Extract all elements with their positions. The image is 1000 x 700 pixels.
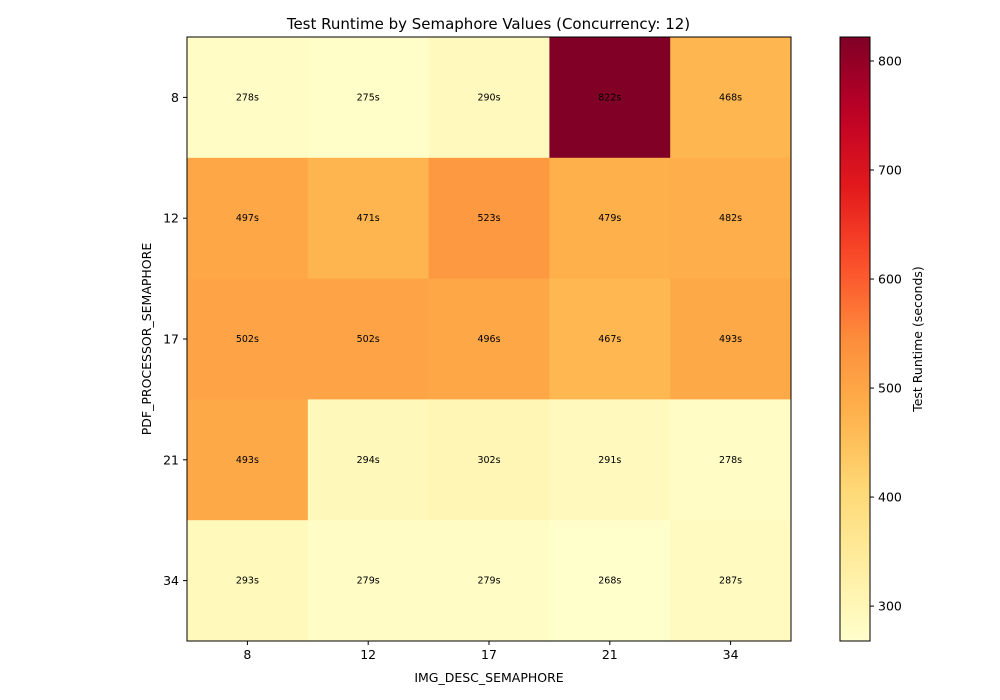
cell-value-label: 502s — [236, 334, 259, 345]
heatmap-cell — [549, 278, 671, 400]
heatmap-cells — [187, 37, 792, 642]
heatmap-cell — [428, 399, 550, 521]
y-tick-label: 34 — [163, 573, 179, 588]
cell-value-label: 293s — [236, 576, 259, 587]
x-tick-label: 34 — [723, 647, 739, 662]
cell-value-labels: 278s 275s 290s 822s 468s 497s 471s 523s 479s 482s… — [236, 92, 742, 586]
heatmap-cell — [187, 37, 309, 159]
cell-value-label: 523s — [477, 213, 500, 224]
x-axis-label: IMG_DESC_SEMAPHORE — [414, 670, 563, 685]
colorbar-tick-label: 300 — [878, 599, 902, 614]
heatmap-cell — [307, 520, 430, 642]
x-tick-label: 17 — [481, 647, 497, 662]
cell-value-label: 268s — [598, 576, 621, 587]
heatmap-cell — [670, 520, 792, 642]
cell-value-label: 471s — [357, 213, 380, 224]
colorbar-tick-label: 500 — [878, 381, 902, 396]
y-axis-ticks: 8 12 17 21 34 — [163, 90, 187, 588]
heatmap-cell — [307, 278, 430, 400]
colorbar-label: Test Runtime (seconds) — [910, 266, 925, 413]
cell-value-label: 290s — [477, 92, 500, 103]
heatmap-cell — [307, 37, 430, 159]
cell-value-label: 482s — [719, 213, 742, 224]
cell-value-label: 467s — [598, 334, 621, 345]
cell-value-label: 496s — [477, 334, 500, 345]
heatmap-cell — [187, 278, 309, 400]
cell-value-label: 291s — [598, 455, 621, 466]
colorbar-tick-label: 600 — [878, 272, 902, 287]
colorbar — [839, 36, 871, 642]
x-axis-ticks: 8 12 17 21 34 — [243, 641, 739, 662]
cell-value-label: 479s — [598, 213, 621, 224]
cell-value-label: 493s — [236, 455, 259, 466]
heatmap-cell — [307, 157, 430, 280]
heatmap-cell — [187, 520, 309, 642]
cell-value-label: 275s — [357, 92, 380, 103]
heatmap-cell — [549, 520, 671, 642]
cell-value-label: 278s — [236, 92, 259, 103]
cell-value-label: 822s — [598, 92, 621, 103]
x-tick-label: 21 — [602, 647, 618, 662]
chart-title: Test Runtime by Semaphore Values (Concur… — [286, 15, 690, 33]
heatmap-cell — [670, 278, 792, 400]
heatmap-cell — [549, 157, 671, 280]
x-tick-label: 8 — [243, 647, 251, 662]
y-axis-label: PDF_PROCESSOR_SEMAPHORE — [139, 243, 154, 436]
x-tick-label: 12 — [360, 647, 376, 662]
y-tick-label: 17 — [163, 332, 179, 347]
heatmap-cell — [187, 399, 309, 521]
heatmap-cell — [428, 520, 550, 642]
cell-value-label: 287s — [719, 576, 742, 587]
heatmap-cell — [428, 37, 550, 159]
heatmap-cell — [187, 157, 309, 280]
heatmap-cell — [670, 399, 792, 521]
heatmap-cell — [549, 37, 671, 159]
colorbar-tick-label: 400 — [878, 490, 902, 505]
heatmap-cell — [428, 278, 550, 400]
colorbar-tick-label: 800 — [878, 53, 902, 68]
cell-value-label: 294s — [357, 455, 380, 466]
colorbar-tick-label: 700 — [878, 163, 902, 178]
heatmap-cell — [549, 399, 671, 521]
heatmap-cell — [670, 157, 792, 280]
y-tick-label: 12 — [163, 211, 179, 226]
cell-value-label: 278s — [719, 455, 742, 466]
heatmap-cell — [307, 399, 430, 521]
cell-value-label: 302s — [477, 455, 500, 466]
colorbar-ticks: 300 400 500 600 700 800 — [870, 53, 902, 614]
heatmap-cell — [670, 37, 792, 159]
heatmap-cell — [428, 157, 550, 280]
cell-value-label: 502s — [357, 334, 380, 345]
cell-value-label: 279s — [477, 576, 500, 587]
cell-value-label: 497s — [236, 213, 259, 224]
cell-value-label: 493s — [719, 334, 742, 345]
cell-value-label: 279s — [357, 576, 380, 587]
y-tick-label: 21 — [163, 452, 179, 467]
y-tick-label: 8 — [171, 90, 179, 105]
cell-value-label: 468s — [719, 92, 742, 103]
